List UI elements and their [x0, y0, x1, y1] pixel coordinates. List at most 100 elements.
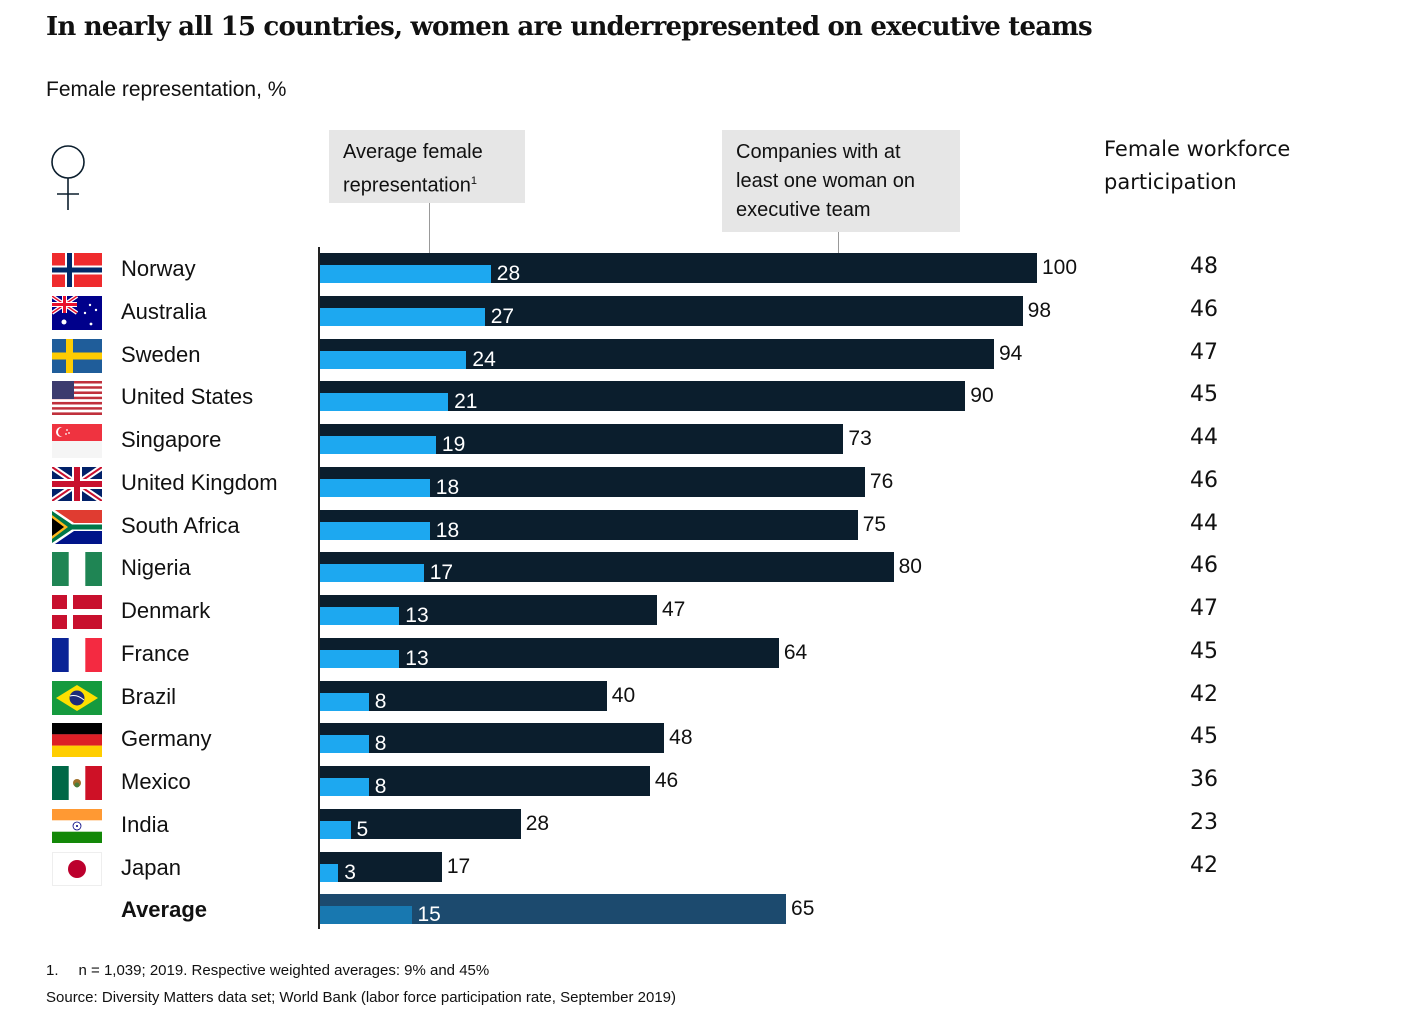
japan-flag-icon: [52, 851, 102, 886]
data-label-companies-south-africa: 75: [862, 512, 887, 536]
sweden-flag-icon: [52, 338, 102, 373]
singapore-flag-icon: [52, 424, 102, 458]
bar-avg-female-mexico: [320, 778, 369, 796]
data-label-avg-female-sweden: 24: [472, 347, 496, 371]
category-label-mexico: Mexico: [121, 769, 191, 794]
chart-title: In nearly all 15 countries, women are un…: [46, 12, 1093, 42]
bar-avg-female-japan: [320, 863, 339, 882]
data-label-avg-female-south-africa: 18: [435, 518, 460, 542]
data-label-avg-female-denmark: 13: [405, 604, 429, 627]
category-label-average: Average: [121, 897, 208, 923]
callout-line: Companies with at: [736, 141, 901, 163]
bar-avg-female-germany: [320, 735, 369, 754]
data-label-companies-singapore: 73: [848, 427, 872, 450]
category-label-south-africa: South Africa: [121, 512, 240, 538]
callout-line: least one woman on: [736, 170, 916, 192]
data-label-companies-japan: 17: [446, 854, 471, 878]
category-label-sweden: Sweden: [121, 341, 201, 367]
bar-avg-female-sweden: [320, 350, 467, 369]
footnote-1: 1. n = 1,039; 2019. Respective weighted a…: [46, 962, 489, 979]
y-axis-line: [318, 247, 320, 929]
bar-avg-female-singapore: [320, 436, 436, 454]
india-flag-icon: [52, 808, 102, 843]
data-label-avg-female-singapore: 19: [441, 433, 466, 456]
data-label-avg-female-united-states: 21: [454, 390, 478, 414]
workforce-value-united-kingdom: 46: [1190, 467, 1218, 493]
category-label-united-kingdom: United Kingdom: [121, 469, 278, 495]
data-label-avg-female-france: 13: [405, 646, 429, 670]
callout-line: representation1: [343, 174, 477, 197]
category-label-nigeria: Nigeria: [121, 555, 191, 581]
bar-avg-female-nigeria: [320, 564, 424, 583]
nigeria-flag-icon: [52, 552, 102, 587]
category-label-brazil: Brazil: [121, 683, 177, 709]
bar-companies-japan: [320, 851, 442, 882]
source-note: Source: Diversity Matters data set; Worl…: [46, 989, 677, 1006]
category-label-australia: Australia: [121, 298, 207, 324]
data-label-companies-australia: 98: [1027, 298, 1052, 322]
workforce-value-australia: 46: [1190, 296, 1218, 322]
data-label-companies-united-states: 90: [970, 384, 994, 408]
australia-flag-icon: [52, 295, 102, 330]
chart-subtitle: Female representation, %: [46, 78, 287, 101]
callout-line: executive team: [736, 199, 871, 221]
category-label-united-states: United States: [121, 384, 254, 410]
callout-connector: [429, 203, 430, 253]
data-label-companies-germany: 48: [669, 726, 693, 750]
data-label-avg-female-average: 15: [417, 903, 441, 927]
bar-avg-female-australia: [320, 307, 485, 326]
bar-companies-mexico: [320, 766, 650, 796]
category-label-france: France: [121, 640, 190, 666]
bar-avg-female-denmark: [320, 607, 400, 625]
south-africa-flag-icon: [52, 509, 102, 544]
category-label-japan: Japan: [121, 854, 181, 880]
workforce-header-line: Female workforce: [1104, 137, 1291, 161]
workforce-value-india: 23: [1190, 809, 1218, 835]
workforce-value-france: 45: [1190, 638, 1218, 664]
data-label-companies-average: 65: [791, 897, 815, 921]
workforce-value-united-states: 45: [1190, 382, 1218, 408]
workforce-value-nigeria: 46: [1190, 553, 1218, 579]
workforce-value-japan: 42: [1190, 852, 1218, 878]
data-label-companies-united-kingdom: 76: [869, 469, 894, 493]
data-label-companies-france: 64: [783, 640, 808, 664]
mexico-flag-icon: [52, 766, 102, 800]
data-label-avg-female-germany: 8: [374, 732, 387, 756]
workforce-value-germany: 45: [1190, 724, 1218, 750]
category-label-germany: Germany: [121, 726, 212, 752]
data-label-avg-female-japan: 3: [344, 860, 356, 884]
callout-companies-with-woman: Companies with at least one woman on exe…: [722, 130, 960, 232]
data-label-companies-nigeria: 80: [898, 555, 922, 579]
category-label-singapore: Singapore: [121, 427, 222, 452]
workforce-value-brazil: 42: [1190, 681, 1218, 707]
data-label-avg-female-australia: 27: [490, 304, 515, 328]
bar-avg-female-brazil: [320, 692, 369, 711]
callout-average-female-representation: Average female representation1: [329, 130, 525, 203]
brazil-flag-icon: [52, 680, 102, 715]
workforce-value-denmark: 47: [1190, 596, 1218, 621]
data-label-companies-norway: 100: [1042, 256, 1078, 279]
category-label-norway: Norway: [121, 256, 196, 281]
workforce-value-mexico: 36: [1190, 767, 1218, 792]
data-label-companies-mexico: 46: [654, 769, 679, 792]
data-label-avg-female-united-kingdom: 18: [435, 475, 460, 499]
data-label-companies-sweden: 94: [998, 341, 1023, 365]
footnote-text: n = 1,039; 2019. Respective weighted ave…: [78, 962, 490, 979]
female-symbol-icon: [51, 145, 85, 210]
category-label-india: India: [121, 811, 169, 837]
bar-avg-female-average: [320, 906, 412, 925]
workforce-header-line: participation: [1104, 170, 1237, 194]
united-kingdom-flag-icon: [52, 466, 102, 501]
bar-avg-female-united-states: [320, 393, 449, 412]
data-label-avg-female-norway: 28: [496, 262, 521, 285]
workforce-value-south-africa: 44: [1190, 510, 1218, 536]
bar-avg-female-united-kingdom: [320, 478, 430, 497]
workforce-value-norway: 48: [1190, 254, 1218, 279]
data-label-avg-female-mexico: 8: [374, 775, 387, 798]
norway-flag-icon: [52, 253, 102, 287]
data-label-avg-female-india: 5: [356, 817, 369, 841]
data-label-companies-india: 28: [525, 811, 550, 835]
data-label-avg-female-brazil: 8: [374, 689, 387, 713]
france-flag-icon: [52, 637, 102, 672]
bar-companies-germany: [320, 723, 665, 754]
